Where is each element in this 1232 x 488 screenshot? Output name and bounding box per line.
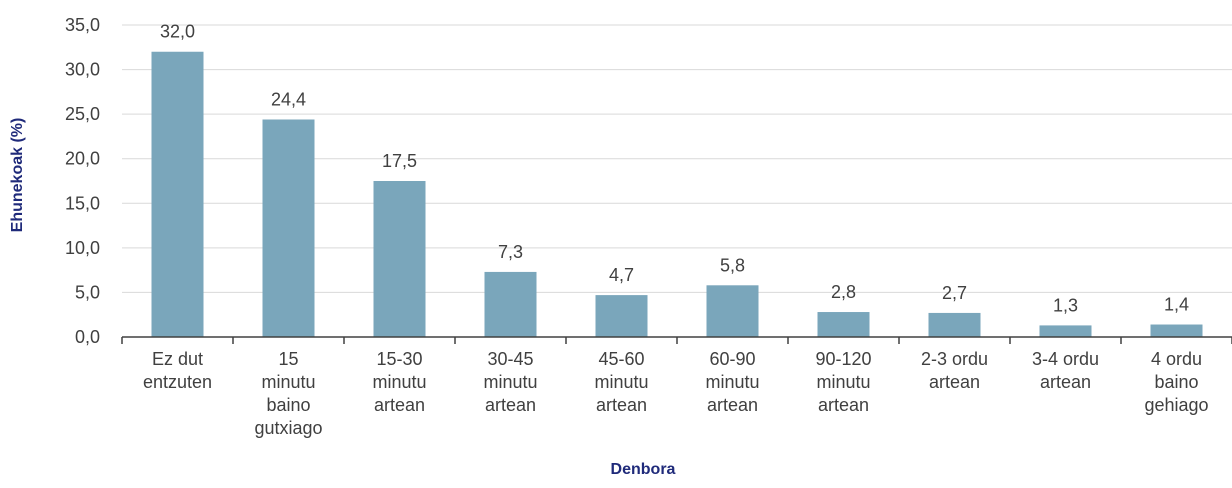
x-category-label: Ez dut entzuten (143, 349, 212, 392)
bar (1039, 325, 1092, 337)
bar (151, 51, 204, 337)
bar (1150, 324, 1203, 337)
y-tick-label: 30,0 (65, 60, 100, 80)
bar (928, 312, 981, 337)
bar (817, 312, 870, 337)
bar (706, 285, 759, 337)
bar (262, 119, 315, 338)
data-label: 2,7 (942, 283, 967, 303)
y-tick-label: 5,0 (75, 282, 100, 302)
y-axis-title: Ehunekoak (%) (9, 118, 26, 233)
y-tick-label: 25,0 (65, 104, 100, 124)
data-label: 32,0 (160, 22, 195, 42)
y-tick-label: 0,0 (75, 327, 100, 347)
data-label: 1,3 (1053, 295, 1078, 315)
y-tick-label: 20,0 (65, 149, 100, 169)
bars (151, 51, 1203, 338)
data-label: 17,5 (382, 151, 417, 171)
data-label: 2,8 (831, 282, 856, 302)
data-label: 7,3 (498, 242, 523, 262)
data-label: 5,8 (720, 255, 745, 275)
y-tick-label: 15,0 (65, 193, 100, 213)
x-axis-title: Denbora (611, 461, 676, 478)
bar (484, 271, 537, 337)
x-category-label: 60-90 minutu artean (705, 349, 759, 415)
x-category-label: 90-120 minutu artean (815, 349, 871, 415)
y-axis-ticks: 0,0 5,0 10,0 15,0 20,0 25,0 30,0 35,0 (65, 15, 100, 347)
x-category-label: 15 minutu baino gutxiago (254, 349, 322, 438)
data-label: 4,7 (609, 265, 634, 285)
bar (373, 181, 426, 337)
y-tick-label: 10,0 (65, 238, 100, 258)
x-category-label: 30-45 minutu artean (483, 349, 537, 415)
x-axis-category-labels: Ez dut entzuten 15 minutu baino gutxiago 15-30… (143, 349, 1209, 438)
data-label: 24,4 (271, 89, 306, 109)
x-category-label: 3-4 ordu artean (1032, 349, 1099, 392)
x-category-label: 45-60 minutu artean (594, 349, 648, 415)
y-tick-label: 35,0 (65, 15, 100, 35)
x-category-label: 15-30 minutu artean (372, 349, 426, 415)
data-label: 1,4 (1164, 295, 1189, 315)
x-category-label: 2-3 ordu artean (921, 349, 988, 392)
x-axis-ticks (121, 337, 1232, 344)
x-category-label: 4 ordu baino gehiago (1144, 349, 1208, 415)
data-labels: 32,0 24,4 17,5 7,3 4,7 5,8 2,8 2,7 1,3 1,4 (160, 22, 1189, 316)
bar (595, 295, 648, 337)
